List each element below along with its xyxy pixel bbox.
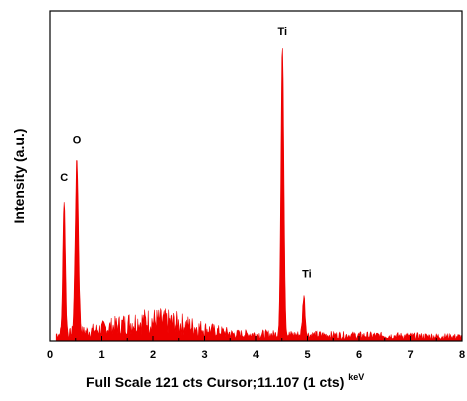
- ticks-layer: 0 1 2 3 4 5 6 7 8: [47, 336, 465, 361]
- x-tick-label: 2: [150, 349, 156, 361]
- x-axis-title-main: Full Scale 121 cts Cursor;11.107 (1 cts): [86, 374, 344, 390]
- x-tick-label: 7: [407, 349, 413, 361]
- x-tick-label: 6: [356, 349, 362, 361]
- x-tick-label: 8: [459, 349, 465, 361]
- peak-label-ti: Ti: [277, 26, 287, 38]
- x-tick-label: 0: [47, 349, 53, 361]
- spectrum-layer: [55, 48, 463, 342]
- x-tick-label: 5: [304, 349, 310, 361]
- peak-label-o: O: [73, 135, 82, 147]
- spectrum-area: [55, 48, 463, 342]
- peak-label-ti: Ti: [302, 268, 312, 280]
- peak-labels-layer: C O Ti Ti: [60, 26, 311, 280]
- plot-frame: [49, 10, 463, 342]
- x-tick-label: 4: [253, 349, 260, 361]
- x-tick-label: 1: [98, 349, 104, 361]
- x-axis-title: Full Scale 121 cts Cursor;11.107 (1 cts)…: [86, 372, 364, 390]
- x-tick-label: 3: [201, 349, 207, 361]
- peak-label-c: C: [60, 172, 68, 184]
- x-axis-title-unit: keV: [348, 372, 364, 382]
- y-axis-title: Intensity (a.u.): [11, 129, 27, 224]
